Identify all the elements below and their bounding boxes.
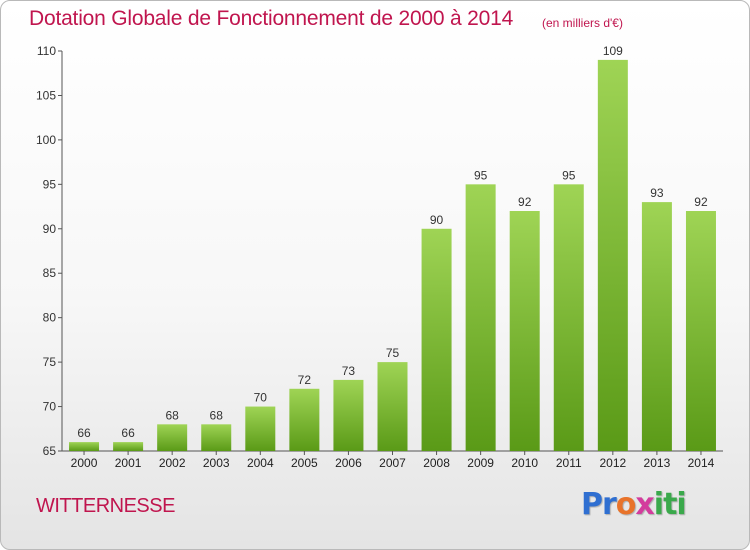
bar [333,379,364,451]
bar-value-label: 75 [386,346,400,360]
y-tick-label: 90 [43,222,57,236]
y-tick-label: 80 [43,311,57,325]
bar [69,442,100,451]
x-tick-label: 2013 [644,456,671,470]
bar-value-label: 95 [562,168,576,182]
bar-value-label: 109 [603,44,623,58]
x-tick-label: 2010 [511,456,538,470]
city-name: WITTERNESSE [36,495,175,517]
bar-value-label: 92 [518,195,532,209]
bar [377,362,408,451]
bar-value-label: 70 [254,391,268,405]
proxiti-logo: Proxiti [581,487,687,522]
x-tick-label: 2009 [467,456,494,470]
x-tick-label: 2001 [115,456,142,470]
y-tick-label: 105 [36,88,56,102]
bar-value-label: 95 [474,168,488,182]
x-tick-label: 2011 [556,456,582,470]
x-tick-label: 2004 [247,456,274,470]
x-tick-label: 2006 [335,456,362,470]
unit-note: (en milliers d'€) [542,16,623,30]
bar [113,442,144,451]
bar-value-label: 66 [77,426,91,440]
bar-value-label: 68 [210,408,224,422]
bar [465,184,496,452]
bar [201,424,232,451]
bar-value-label: 93 [650,186,664,200]
y-tick-label: 65 [43,444,57,458]
bar [245,406,276,451]
bar [289,388,320,451]
bar [641,202,672,451]
x-tick-label: 2012 [599,456,626,470]
x-tick-label: 2014 [688,456,715,470]
bar-value-label: 66 [121,426,135,440]
y-tick-label: 110 [37,44,56,58]
y-tick-label: 75 [43,355,57,369]
bar [421,228,452,451]
bar [509,211,540,451]
x-tick-label: 2003 [203,456,230,470]
bar-value-label: 92 [694,195,708,209]
bar-value-label: 68 [165,408,179,422]
bar-value-label: 73 [342,364,356,378]
y-tick-label: 85 [43,266,57,280]
y-tick-label: 70 [43,400,57,414]
x-tick-label: 2007 [379,456,406,470]
y-tick-label: 95 [43,177,57,191]
x-tick-label: 2008 [423,456,450,470]
bar [597,59,628,452]
bar-value-label: 72 [298,373,312,387]
bar [685,211,716,451]
bar [157,424,188,451]
chart-title: Dotation Globale de Fonctionnement de 20… [29,7,514,30]
bar-value-label: 90 [430,213,444,227]
x-tick-label: 2005 [291,456,318,470]
x-tick-label: 2002 [159,456,186,470]
bar [553,184,584,452]
x-tick-label: 2000 [71,456,98,470]
y-tick-label: 100 [36,133,56,147]
